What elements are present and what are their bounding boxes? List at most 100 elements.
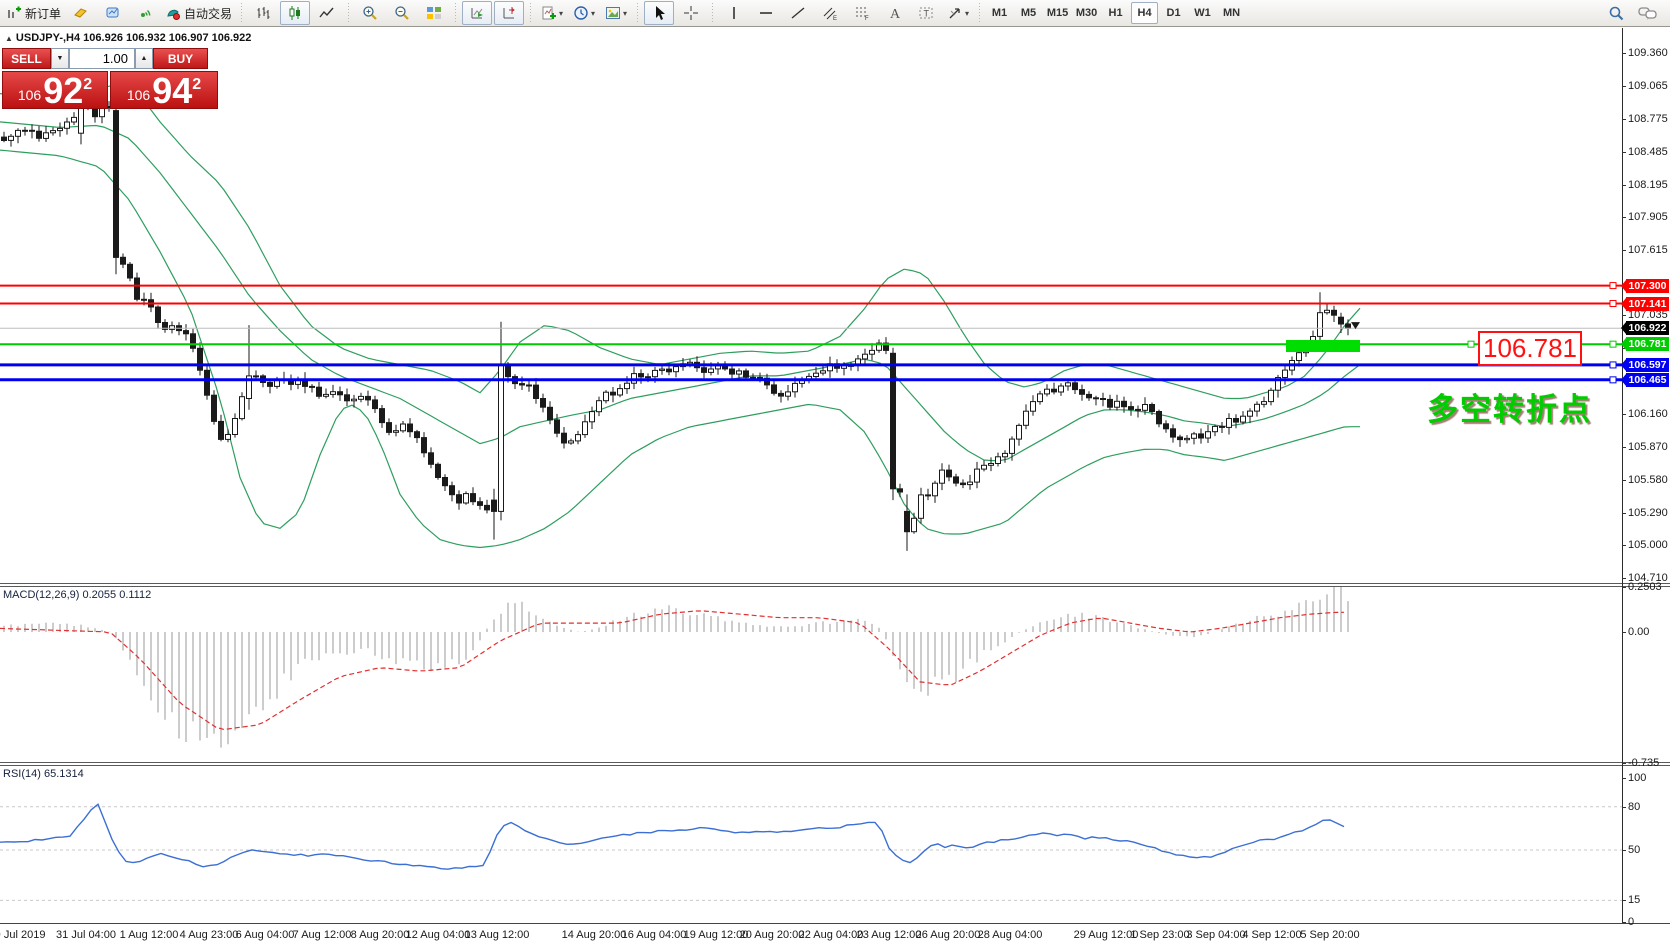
line-anchor-handle[interactable] <box>1609 282 1617 290</box>
time-axis-label[interactable]: 29 Aug 12:00 <box>1073 929 1139 941</box>
callout-anchor-handle[interactable] <box>1467 340 1475 348</box>
price-tag[interactable]: 106.781 <box>1621 337 1669 351</box>
time-axis-label[interactable]: 19 Aug 12:00 <box>683 929 749 941</box>
time-axis-label[interactable]: 26 Aug 20:00 <box>915 929 981 941</box>
time-axis-label[interactable]: 31 Jul 04:00 <box>56 929 116 941</box>
tf-button-MN[interactable]: MN <box>1222 7 1241 19</box>
zoom-out-button[interactable] <box>387 1 417 25</box>
candlestick <box>1142 404 1148 411</box>
navigator-button[interactable] <box>98 1 128 25</box>
time-axis-label[interactable]: 4 Sep 12:00 <box>1242 929 1302 941</box>
trendline-button[interactable] <box>783 1 813 25</box>
tf-button-M30[interactable]: M30 <box>1075 7 1098 19</box>
time-axis-label[interactable]: 1 Sep 23:00 <box>1130 929 1190 941</box>
vertical-line-button[interactable] <box>719 1 749 25</box>
time-axis-label[interactable]: 14 Aug 20:00 <box>561 929 627 941</box>
candlestick <box>764 377 770 386</box>
crosshair-button[interactable] <box>676 1 706 25</box>
market-watch-button[interactable] <box>66 1 96 25</box>
cursor-button[interactable] <box>644 1 675 25</box>
fibonacci-button[interactable]: F <box>847 1 877 25</box>
price-callout[interactable]: 106.781 <box>1478 331 1582 366</box>
main-chart-pane[interactable] <box>0 28 1622 583</box>
collapse-icon[interactable]: ▲ <box>5 34 13 43</box>
time-axis-label[interactable]: 4 Aug 23:00 <box>179 929 239 941</box>
toolbar-separator <box>635 3 641 23</box>
volume-increase-button[interactable]: ▲ <box>135 48 153 69</box>
zoom-in-button[interactable] <box>355 1 385 25</box>
tf-button-D1[interactable]: D1 <box>1166 7 1181 19</box>
time-axis-label[interactable]: 5 Sep 20:00 <box>1300 929 1360 941</box>
search-button[interactable] <box>1601 1 1631 25</box>
chat-button[interactable] <box>1633 1 1663 25</box>
signal-button[interactable] <box>130 1 160 25</box>
sell-button[interactable]: SELL <box>2 48 51 69</box>
shapes-button[interactable]: ▾ <box>943 1 973 25</box>
volume-decrease-button[interactable]: ▼ <box>51 48 69 69</box>
line-anchor-handle[interactable] <box>1609 361 1617 369</box>
line-chart-button[interactable] <box>312 1 342 25</box>
text-icon: A <box>890 7 901 21</box>
tf-button-W1[interactable]: W1 <box>1194 7 1211 19</box>
pane-separator[interactable] <box>0 583 1670 584</box>
periods-button[interactable]: ▾ <box>569 1 599 25</box>
indicators-button[interactable]: ▾ <box>537 1 567 25</box>
time-axis-label[interactable]: 22 Aug 04:00 <box>798 929 864 941</box>
autotrading-button[interactable]: 自动交易 <box>162 1 235 25</box>
sell-price-display[interactable]: 106 92 2 <box>2 71 108 109</box>
tf-button-M1[interactable]: M1 <box>991 7 1008 19</box>
price-tag[interactable]: 107.300 <box>1621 279 1669 293</box>
time-axis-label[interactable]: 28 Aug 04:00 <box>977 929 1043 941</box>
time-axis-label[interactable]: 16 Aug 04:00 <box>621 929 687 941</box>
candlestick <box>911 517 917 533</box>
candlestick <box>1296 352 1302 362</box>
time-axis-label[interactable]: 3 Sep 04:00 <box>1186 929 1246 941</box>
time-axis-label[interactable]: 29 Jul 2019 <box>0 929 46 941</box>
candlestick <box>666 368 672 373</box>
time-axis-label[interactable]: 8 Aug 20:00 <box>350 929 410 941</box>
time-axis-label[interactable]: 1 Aug 12:00 <box>119 929 179 941</box>
new-order-label: 新订单 <box>25 6 62 21</box>
text-button[interactable]: A <box>879 1 909 25</box>
candlestick <box>1240 415 1246 423</box>
buy-button[interactable]: BUY <box>153 48 208 69</box>
time-axis-label[interactable]: 23 Aug 12:00 <box>856 929 922 941</box>
time-axis-label[interactable]: 13 Aug 12:00 <box>464 929 530 941</box>
bar-chart-button[interactable] <box>248 1 278 25</box>
candlestick-chart-button[interactable] <box>280 1 311 25</box>
label-button[interactable]: T <box>911 1 941 25</box>
line-anchor-handle[interactable] <box>1609 300 1617 308</box>
new-order-button[interactable]: 新订单 <box>3 1 64 25</box>
tf-button-M15[interactable]: M15 <box>1046 7 1069 19</box>
chart-shift-button[interactable] <box>494 1 525 25</box>
price-tag[interactable]: 106.465 <box>1621 373 1669 387</box>
auto-scroll-button[interactable] <box>462 1 493 25</box>
price-tag[interactable]: 107.141 <box>1621 297 1669 311</box>
axis-tick <box>1622 217 1626 218</box>
macd-pane[interactable] <box>0 587 1622 762</box>
time-axis-label[interactable]: 20 Aug 20:00 <box>739 929 805 941</box>
volume-input[interactable] <box>69 48 135 69</box>
candlestick <box>995 456 1001 464</box>
templates-button[interactable]: ▾ <box>601 1 631 25</box>
line-anchor-handle[interactable] <box>1609 376 1617 384</box>
tf-button-M5[interactable]: M5 <box>1020 7 1037 19</box>
tf-button-H1[interactable]: H1 <box>1108 7 1123 19</box>
highlight-rectangle[interactable] <box>1286 340 1360 352</box>
line-anchor-handle[interactable] <box>1609 340 1617 348</box>
time-axis-label[interactable]: 6 Aug 04:00 <box>235 929 295 941</box>
price-tag[interactable]: 106.922 <box>1621 321 1669 335</box>
buy-price-display[interactable]: 106 94 2 <box>110 71 218 109</box>
horizontal-line-button[interactable] <box>751 1 781 25</box>
chart-annotation[interactable]: 多空转折点 <box>1427 384 1592 429</box>
channel-button[interactable]: E <box>815 1 845 25</box>
time-axis-label[interactable]: 12 Aug 04:00 <box>405 929 471 941</box>
rsi-axis-label: 0 <box>1628 916 1635 928</box>
tf-button-H4[interactable]: H4 <box>1131 2 1159 24</box>
rsi-pane[interactable] <box>0 766 1622 922</box>
candlestick <box>15 129 21 137</box>
pane-separator[interactable] <box>0 762 1670 763</box>
price-tag[interactable]: 106.597 <box>1621 358 1669 372</box>
tile-windows-button[interactable] <box>419 1 449 25</box>
time-axis-label[interactable]: 7 Aug 12:00 <box>292 929 352 941</box>
